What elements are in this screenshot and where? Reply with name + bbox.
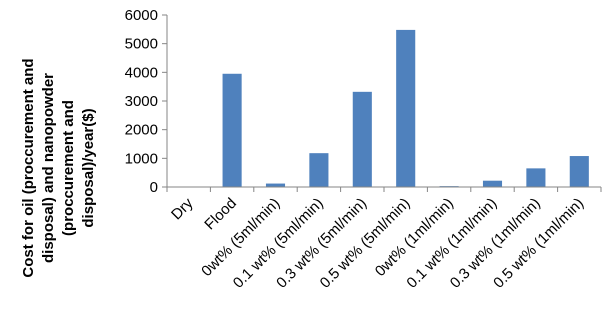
- y-tick-label: 0: [150, 179, 158, 196]
- bar: [265, 183, 286, 187]
- x-category-label: 0wt% (5ml/min): [198, 195, 283, 280]
- y-tick-label: 6000: [125, 7, 158, 24]
- y-axis: 0 1000 2000 3000 4000 5000 6000: [125, 7, 168, 196]
- y-tick-label: 1000: [125, 150, 158, 167]
- y-axis-title-line: Cost for oil (proccurement and: [20, 58, 37, 277]
- y-axis-title-line: disposal)/year($): [80, 108, 97, 227]
- bar: [569, 156, 589, 187]
- bar: [352, 91, 372, 187]
- x-category-label: Flood: [201, 195, 240, 234]
- y-axis-title-line: disposal) and nanopowder: [40, 73, 57, 263]
- y-tick-label: 5000: [125, 36, 158, 53]
- y-tick-label: 2000: [125, 122, 158, 139]
- y-tick-label: 3000: [125, 93, 158, 110]
- x-category-label: 0wt% (1ml/min): [372, 195, 457, 280]
- x-category-label: Dry: [168, 194, 197, 223]
- y-axis-title-line: (proccurement and: [60, 100, 77, 236]
- y-tick-label: 4000: [125, 64, 158, 81]
- bar: [309, 153, 329, 187]
- bar: [222, 73, 242, 187]
- bars: [222, 29, 589, 188]
- bar: [482, 180, 503, 187]
- bar: [396, 29, 416, 188]
- y-axis-title: Cost for oil (proccurement and disposal) …: [20, 58, 97, 277]
- bar: [526, 168, 546, 187]
